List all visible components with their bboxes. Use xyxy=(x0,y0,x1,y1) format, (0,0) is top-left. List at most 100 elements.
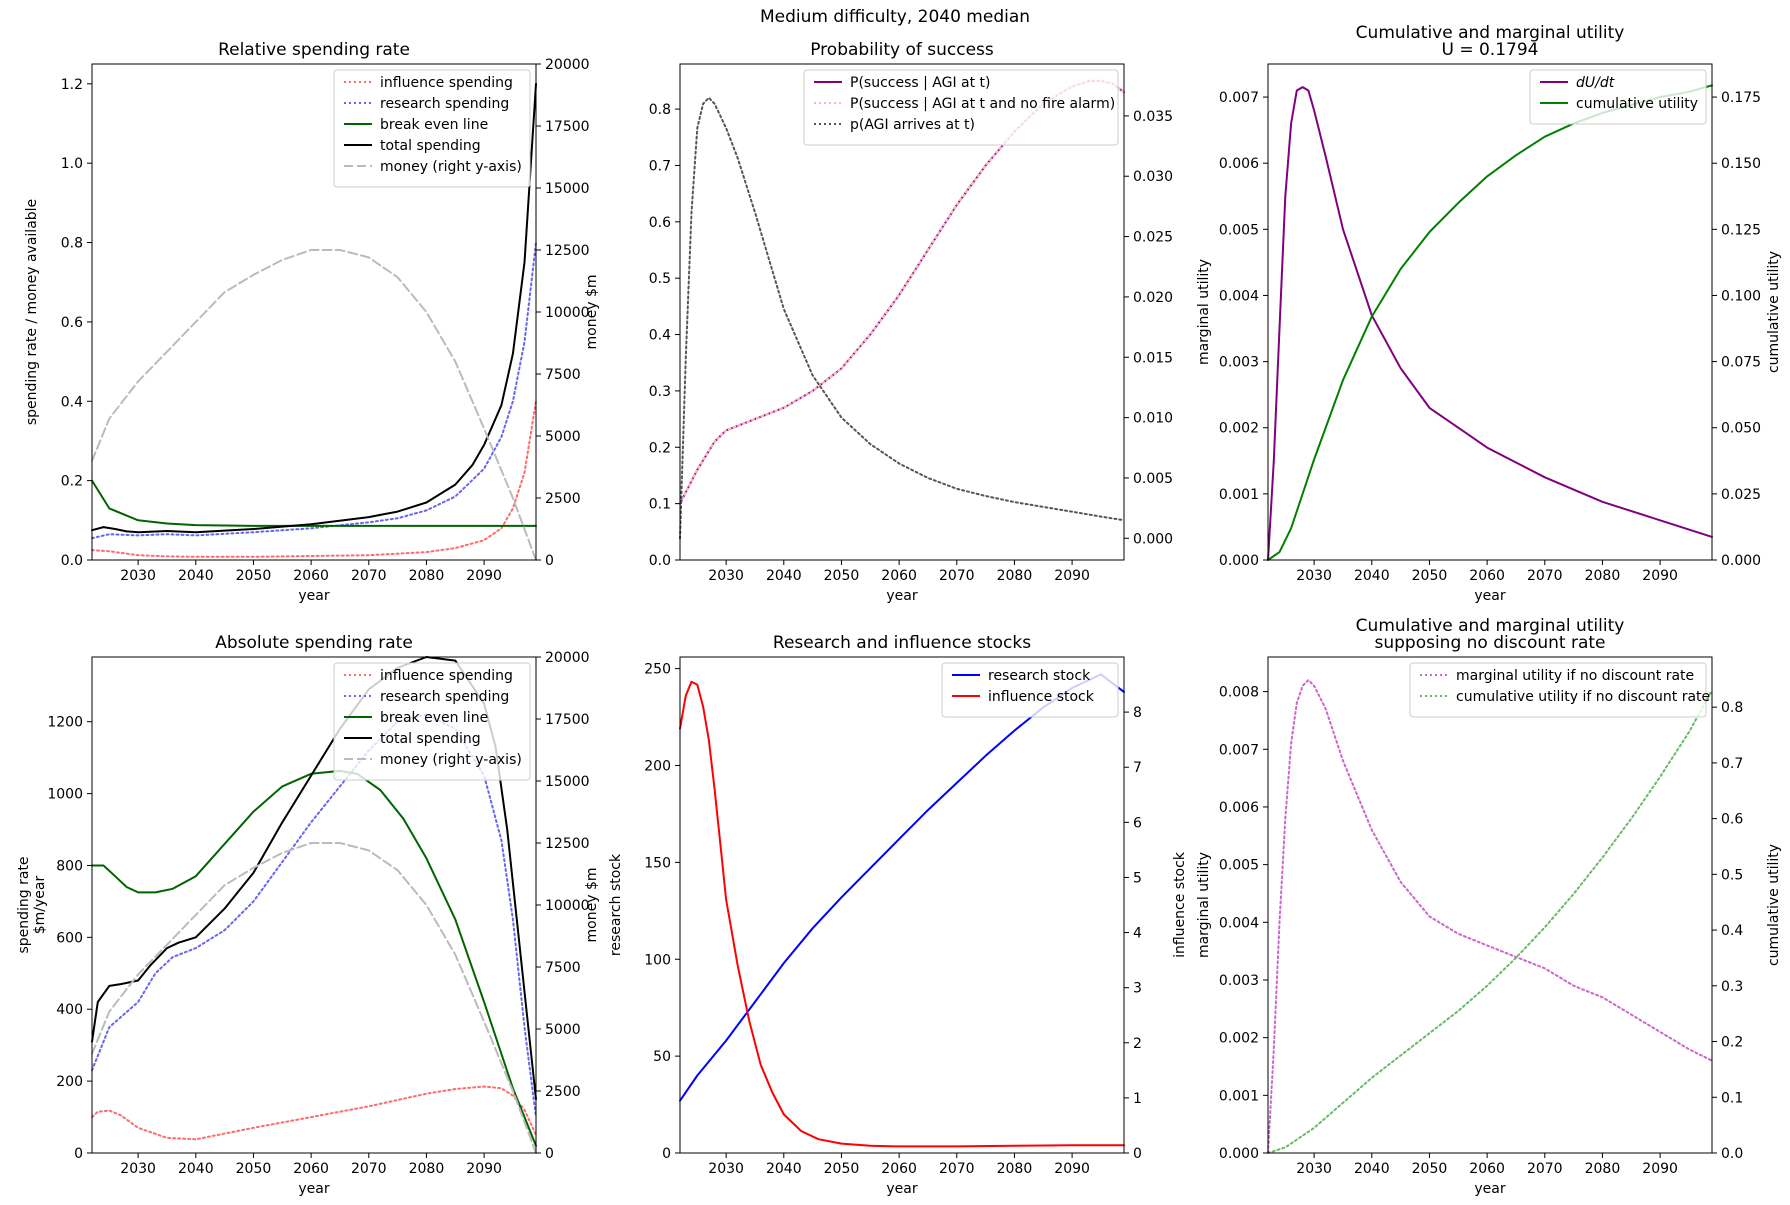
chart-panel-2: Probability of success 2030 2040 2050 2060 20… xyxy=(649,40,1173,604)
y-tick-label: 0.6 xyxy=(61,315,83,331)
y2-tick-label: 3 xyxy=(1133,981,1142,997)
series-line-3 xyxy=(91,479,537,527)
y-tick-label: 0 xyxy=(662,1146,671,1162)
y2-tick-label: 0.2 xyxy=(1721,1035,1743,1051)
y2-tick-label: 10000 xyxy=(545,305,590,321)
chart-title: Probability of success xyxy=(810,40,994,60)
legend-label: P(success | AGI at t and no fire alarm) xyxy=(850,96,1115,112)
legend-label: p(AGI arrives at t) xyxy=(850,117,975,133)
chart-title: Research and influence stocks xyxy=(773,633,1031,653)
x-tick-label: 2060 xyxy=(293,1161,329,1177)
y-axis-label: spending rate$m/year xyxy=(16,856,48,953)
legend-label: money (right y-axis) xyxy=(380,159,522,175)
x-tick-label: 2050 xyxy=(236,568,272,584)
x-tick-label: 2050 xyxy=(236,1161,272,1177)
series-line-1 xyxy=(1267,679,1713,1154)
chart-title: Cumulative and marginal utility xyxy=(1356,616,1625,636)
y2-axis-label: influence stock xyxy=(1172,851,1188,958)
y-tick-label: 0.0 xyxy=(649,553,671,569)
x-tick-label: 2080 xyxy=(409,568,445,584)
y-tick-label: 0.8 xyxy=(649,102,671,118)
chart-title: Cumulative and marginal utility xyxy=(1356,23,1625,43)
x-tick-label: 2090 xyxy=(466,1161,502,1177)
x-tick-label: 2030 xyxy=(1296,568,1332,584)
series-line-1 xyxy=(91,400,537,558)
y2-tick-label: 2500 xyxy=(545,1084,581,1100)
legend-label: research stock xyxy=(988,668,1091,684)
legend-label: break even line xyxy=(380,710,488,726)
x-axis-label: year xyxy=(886,588,917,604)
y-tick-label: 0.005 xyxy=(1219,858,1259,874)
legend-box xyxy=(941,662,1119,718)
series-line-2 xyxy=(91,241,537,540)
y2-tick-label: 0.100 xyxy=(1721,288,1761,304)
y2-tick-label: 0.015 xyxy=(1133,350,1173,366)
y2-tick-label: 0.7 xyxy=(1721,756,1743,772)
legend: influence spending research spending break… xyxy=(333,69,531,188)
x-tick-label: 2040 xyxy=(766,568,802,584)
legend-box xyxy=(1529,69,1707,125)
y-axis-label: marginal utility xyxy=(1196,852,1212,958)
y2-tick-label: 12500 xyxy=(545,836,590,852)
y-tick-label: 0.7 xyxy=(649,158,671,174)
y2-tick-label: 0.175 xyxy=(1721,90,1761,106)
y-tick-label: 0.003 xyxy=(1219,973,1259,989)
y-tick-label: 0.007 xyxy=(1219,742,1259,758)
x-tick-label: 2090 xyxy=(466,568,502,584)
y2-tick-label: 0.5 xyxy=(1721,867,1743,883)
y2-tick-label: 12500 xyxy=(545,243,590,259)
y-tick-label: 0.008 xyxy=(1219,685,1259,701)
y2-tick-label: 0.075 xyxy=(1721,355,1761,371)
x-tick-label: 2080 xyxy=(997,568,1033,584)
y2-tick-label: 2500 xyxy=(545,491,581,507)
chart-panel-1: Relative spending rate 2030 2040 2050 2060 20… xyxy=(24,40,600,604)
y2-tick-label: 7500 xyxy=(545,960,581,976)
y-tick-label: 400 xyxy=(56,1002,83,1018)
chart-title: Relative spending rate xyxy=(218,40,410,60)
y-tick-label: 600 xyxy=(56,930,83,946)
x-tick-label: 2090 xyxy=(1642,568,1678,584)
y-tick-label: 0.5 xyxy=(649,271,671,287)
y2-tick-label: 0 xyxy=(545,1146,554,1162)
y2-tick-label: 0.030 xyxy=(1133,169,1173,185)
y2-tick-label: 17500 xyxy=(545,119,590,135)
y2-axis-label: money $m xyxy=(584,275,600,350)
chart-subtitle: supposing no discount rate xyxy=(1374,633,1605,653)
series-line-3 xyxy=(91,769,537,1147)
y2-tick-label: 1 xyxy=(1133,1091,1142,1107)
x-tick-label: 2090 xyxy=(1642,1161,1678,1177)
series-line-5 xyxy=(91,842,537,1154)
y-tick-label: 1200 xyxy=(47,715,83,731)
legend: influence spending research spending break… xyxy=(333,662,531,781)
legend-box xyxy=(1409,662,1707,718)
x-tick-label: 2040 xyxy=(178,568,214,584)
y2-tick-label: 0.4 xyxy=(1721,923,1743,939)
x-tick-label: 2070 xyxy=(351,568,387,584)
plot-frame xyxy=(1267,656,1713,1154)
x-tick-label: 2040 xyxy=(766,1161,802,1177)
y-tick-label: 0.006 xyxy=(1219,800,1259,816)
x-tick-label: 2050 xyxy=(1412,1161,1448,1177)
x-tick-label: 2080 xyxy=(1585,568,1621,584)
x-tick-label: 2070 xyxy=(939,1161,975,1177)
x-tick-label: 2030 xyxy=(708,568,744,584)
y-axis-label: research stock xyxy=(608,853,624,956)
series-line-2 xyxy=(1267,84,1713,561)
figure-title: Medium difficulty, 2040 median xyxy=(760,7,1030,27)
y2-tick-label: 6 xyxy=(1133,815,1142,831)
x-tick-label: 2090 xyxy=(1054,1161,1090,1177)
y-tick-label: 0.007 xyxy=(1219,90,1259,106)
y2-tick-label: 0.025 xyxy=(1721,487,1761,503)
y-tick-label: 0.6 xyxy=(649,215,671,231)
x-tick-label: 2060 xyxy=(881,1161,917,1177)
y-tick-label: 1.0 xyxy=(61,156,83,172)
y2-tick-label: 0.010 xyxy=(1133,411,1173,427)
y2-tick-label: 0.6 xyxy=(1721,812,1743,828)
x-tick-label: 2040 xyxy=(1354,568,1390,584)
y2-tick-label: 17500 xyxy=(545,712,590,728)
y-tick-label: 200 xyxy=(644,759,671,775)
x-tick-label: 2070 xyxy=(1527,1161,1563,1177)
y-tick-label: 0.006 xyxy=(1219,156,1259,172)
x-tick-label: 2040 xyxy=(1354,1161,1390,1177)
